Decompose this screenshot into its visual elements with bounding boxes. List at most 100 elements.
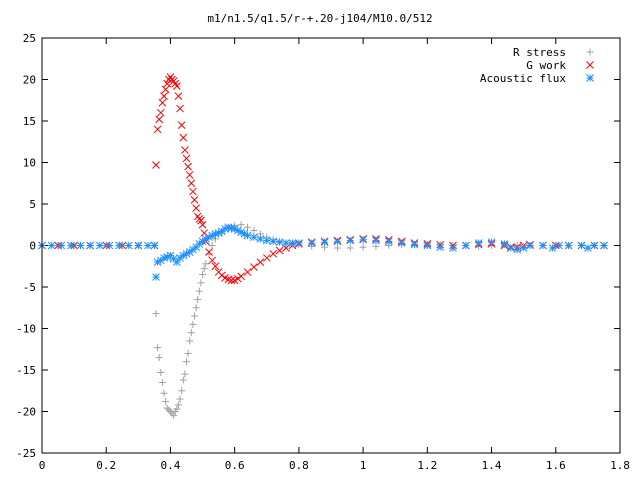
data-point <box>193 212 202 221</box>
data-point <box>152 273 160 281</box>
data-point <box>384 237 393 246</box>
data-point <box>584 244 592 252</box>
series-r-stress <box>38 221 608 420</box>
data-point <box>244 223 252 231</box>
data-point <box>397 239 406 247</box>
data-point <box>192 204 200 213</box>
data-point <box>86 241 95 250</box>
legend-marker <box>586 48 594 56</box>
data-point <box>192 304 200 312</box>
data-point <box>166 73 175 81</box>
data-point <box>250 233 258 242</box>
y-tick-label: 10 <box>23 157 36 170</box>
x-tick-label: 1.2 <box>417 459 437 472</box>
y-tick-label: -15 <box>16 364 36 377</box>
data-point <box>195 287 203 295</box>
data-point <box>177 121 186 130</box>
x-tick-label: 0.2 <box>96 459 116 472</box>
data-point <box>163 404 171 412</box>
x-tick-label: 0.4 <box>161 459 181 472</box>
data-point <box>190 195 199 204</box>
data-point <box>359 235 367 244</box>
data-point <box>288 239 297 247</box>
data-point <box>256 258 265 266</box>
data-point <box>57 241 66 250</box>
data-point <box>158 378 166 386</box>
data-point <box>144 241 152 250</box>
data-point <box>205 250 213 258</box>
legend-label: G work <box>526 59 566 72</box>
data-point <box>181 370 189 378</box>
data-point <box>158 98 167 107</box>
x-tick-label: 0.8 <box>289 459 309 472</box>
data-point <box>200 265 208 273</box>
data-point <box>170 412 178 420</box>
y-tick-label: 15 <box>23 115 36 128</box>
data-point <box>211 262 220 271</box>
data-point <box>157 368 165 376</box>
data-point <box>600 241 608 250</box>
data-point <box>182 154 191 163</box>
x-tick-label: 1 <box>360 459 367 472</box>
data-point <box>178 387 186 395</box>
data-point <box>173 258 181 266</box>
y-tick-label: -20 <box>16 406 36 419</box>
data-point <box>243 268 252 276</box>
data-point <box>201 235 210 243</box>
data-point <box>197 216 205 225</box>
data-point <box>184 162 192 171</box>
data-point <box>47 241 56 250</box>
data-point <box>155 115 164 124</box>
data-point <box>555 241 563 250</box>
data-point <box>462 241 470 250</box>
data-point <box>173 82 181 90</box>
data-point <box>250 227 258 235</box>
data-point <box>262 236 271 245</box>
data-point <box>155 354 163 362</box>
data-point <box>156 108 165 117</box>
data-point <box>171 79 180 88</box>
data-point <box>179 251 188 260</box>
data-point <box>198 220 207 229</box>
data-point <box>269 249 278 258</box>
data-point <box>189 187 197 196</box>
data-point <box>186 337 194 345</box>
legend-marker <box>586 61 594 69</box>
data-point <box>184 349 192 357</box>
legend-label: R stress <box>513 46 566 59</box>
data-point <box>320 238 329 247</box>
data-point <box>577 241 586 250</box>
data-point <box>179 133 188 142</box>
x-tick-label: 1.8 <box>610 459 630 472</box>
data-point <box>154 344 162 352</box>
data-point <box>161 85 170 94</box>
y-axis: 25 20 15 10 5 0 -5 -10 -15 -20 -25 <box>16 32 620 460</box>
data-point <box>181 146 189 154</box>
data-point <box>194 295 202 303</box>
data-point <box>165 406 173 414</box>
data-point <box>197 279 205 287</box>
data-point <box>250 263 258 271</box>
data-point <box>307 239 316 247</box>
y-tick-label: -5 <box>23 281 36 294</box>
data-point <box>153 125 162 134</box>
data-point <box>282 239 290 247</box>
y-tick-label: 5 <box>29 198 36 211</box>
data-point <box>185 171 194 179</box>
data-point <box>187 329 195 337</box>
data-point <box>333 237 342 246</box>
data-point <box>487 238 496 247</box>
x-tick-label: 0.6 <box>225 459 245 472</box>
data-point <box>124 241 133 250</box>
data-point <box>275 238 284 247</box>
data-point <box>176 104 184 113</box>
data-point <box>436 243 445 252</box>
data-point <box>205 248 213 256</box>
chart-title: m1/n1.5/q1.5/r-+.20-j104/M10.0/512 <box>207 12 432 25</box>
data-point <box>256 235 265 243</box>
data-point <box>179 376 187 384</box>
data-point <box>199 271 207 279</box>
x-axis: 0 0.2 0.4 0.6 0.8 1 1.2 1.4 1.6 1.8 <box>39 38 630 472</box>
